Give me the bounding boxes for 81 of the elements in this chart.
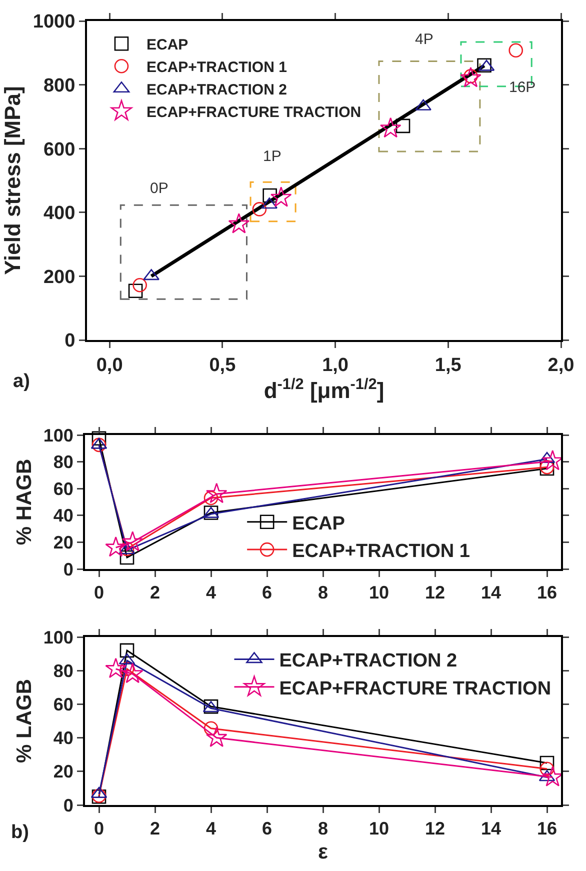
x-tick-label: 1,0 [322,354,348,376]
legend-label: ECAP [292,513,346,534]
x-tick-label: 0 [94,818,104,839]
point [120,550,134,565]
legend-label: ECAP+TRACTION 1 [146,58,287,76]
point [204,721,218,736]
x-tick-label: 10 [368,582,390,603]
x-tick-label: 2,0 [548,354,574,376]
point [396,118,410,134]
y-tick-label: 60 [53,694,74,714]
y-axis-title: % LAGB [13,679,36,763]
legend-label: ECAP+FRACTURE TRACTION [146,104,362,121]
annotation: 1P [263,148,282,165]
legend-label: ECAP+TRACTION 1 [292,540,470,562]
y-tick-label: 0 [63,795,74,816]
point [252,202,267,216]
x-tick-label: 0,0 [96,354,123,376]
x-tick-label: 6 [262,818,272,839]
x-tick-label: 2 [150,582,160,603]
x-tick-label: 14 [480,582,502,603]
x-tick-label: 0 [94,582,104,603]
x-tick-label: 8 [318,582,328,603]
x-tick-label: 4 [206,818,216,839]
y-tick-label: 400 [43,203,76,224]
y-tick-label: 80 [53,452,74,472]
x-tick-label: 1,5 [434,354,462,376]
point [132,278,147,292]
point [105,658,126,678]
y-tick-label: 200 [43,266,76,288]
y-tick-label: 1000 [32,12,76,33]
y-tick-label: 20 [53,762,74,782]
point [380,117,402,138]
annotation: 0P [150,180,168,197]
point [460,66,482,88]
text: a) [13,371,30,392]
x-tick-label: 2 [150,818,160,839]
y-tick-label: 20 [53,532,74,552]
y-tick-label: 0 [63,559,74,580]
annotation: 16P [509,79,536,96]
legend-label: ECAP+TRACTION 2 [279,650,458,672]
point [228,213,250,234]
legend-label: ECAP+TRACTION 2 [146,81,287,98]
x-tick-label: 12 [424,582,446,603]
point [540,756,554,770]
point [122,531,144,552]
point [120,643,134,658]
x-tick-label: 10 [368,818,390,839]
legend-label: ECAP [146,36,188,54]
x-tick-label: 6 [262,582,272,603]
y-tick-label: 40 [53,728,74,748]
point [92,438,106,452]
point [206,726,228,747]
x-tick-label: 16 [536,818,558,839]
x-axis-title: d$^{-1/2}$ [μm$^{-1/2}$] [264,376,384,404]
point [105,536,126,557]
text: b) [11,822,29,843]
y-tick-label: 0 [64,330,76,352]
y-tick-label: 600 [43,139,76,160]
y-tick-label: 60 [53,478,74,499]
x-tick-label: 4 [206,582,216,603]
point [122,662,144,684]
y-tick-label: 100 [43,425,74,446]
x-axis-title: ε [318,840,328,864]
point [508,43,524,58]
x-tick-label: 12 [424,818,446,839]
point [128,284,143,298]
y-tick-label: 800 [43,75,76,96]
x-tick-label: 14 [480,818,502,839]
x-tick-label: 8 [318,818,328,839]
y-axis-title: % HAGB [13,458,36,546]
y-tick-label: 40 [53,506,74,526]
y-tick-label: 100 [43,627,74,648]
legend-label: ECAP+FRACTURE TRACTION [279,678,552,700]
point [92,431,106,446]
x-tick-label: 16 [536,582,558,603]
y-axis-title: Yield stress [MPa] [0,86,26,275]
annotation: 4P [415,31,434,48]
x-tick-label: 0,5 [209,354,236,376]
point [206,482,228,504]
y-tick-label: 80 [53,660,74,681]
point [477,58,492,72]
